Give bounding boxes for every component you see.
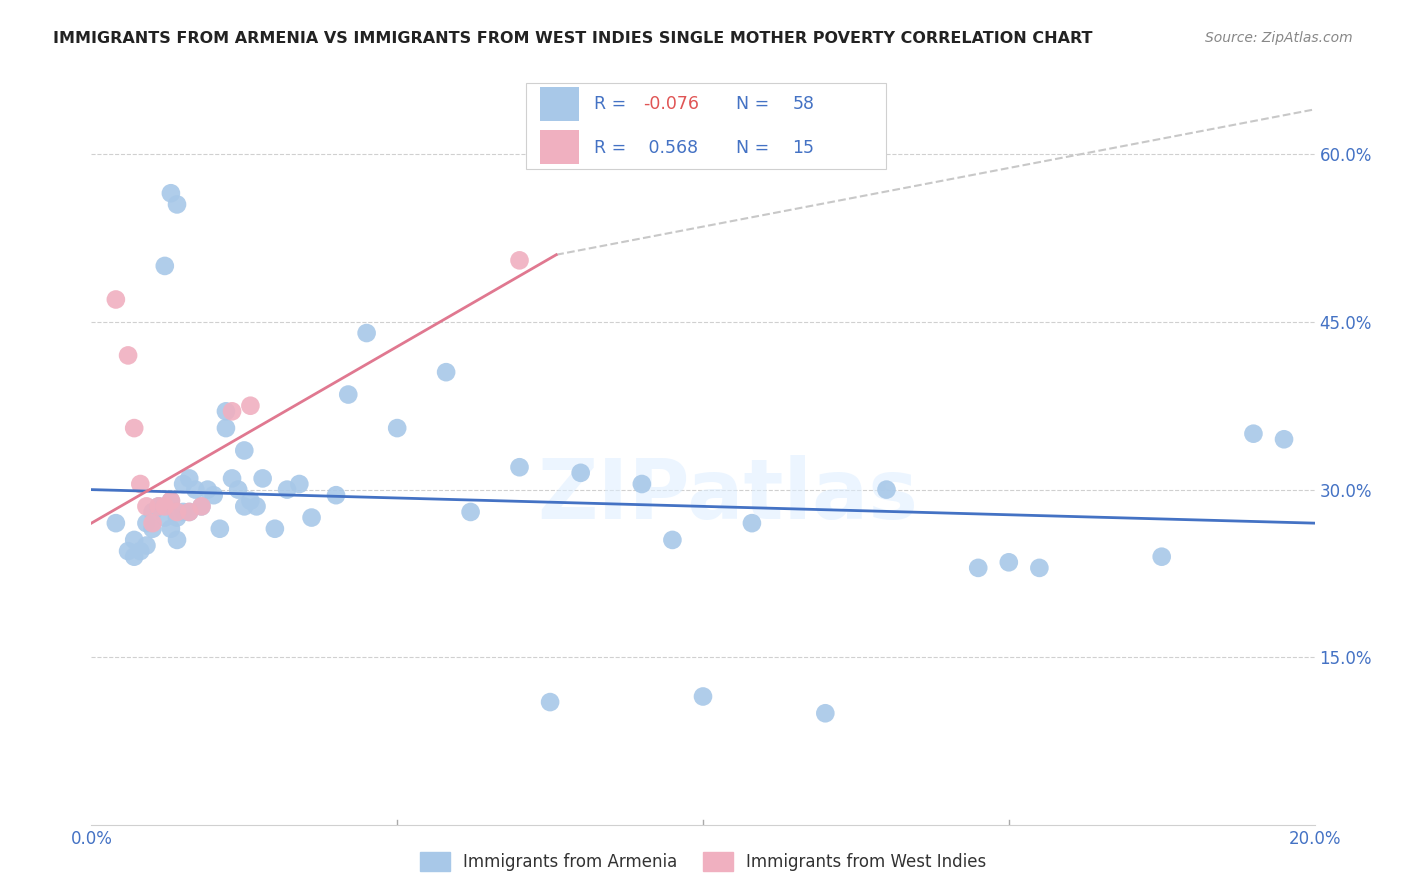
- Point: [264, 522, 287, 536]
- Text: R =: R =: [595, 138, 631, 156]
- Point: [179, 505, 201, 519]
- Point: [509, 460, 531, 475]
- Point: [221, 404, 243, 418]
- Point: [692, 690, 714, 704]
- Point: [179, 505, 201, 519]
- Text: 58: 58: [793, 95, 814, 113]
- Legend: Immigrants from Armenia, Immigrants from West Indies: Immigrants from Armenia, Immigrants from…: [412, 843, 994, 880]
- Point: [160, 493, 183, 508]
- Point: [160, 186, 183, 201]
- Point: [1150, 549, 1173, 564]
- Point: [325, 488, 347, 502]
- Point: [190, 500, 212, 514]
- Point: [661, 533, 683, 547]
- Text: R =: R =: [595, 95, 631, 113]
- Point: [122, 549, 145, 564]
- Point: [160, 493, 183, 508]
- Point: [208, 522, 231, 536]
- Point: [215, 404, 238, 418]
- Point: [215, 421, 238, 435]
- Point: [1272, 432, 1295, 446]
- Point: [814, 706, 837, 721]
- Point: [141, 522, 163, 536]
- Text: Source: ZipAtlas.com: Source: ZipAtlas.com: [1205, 31, 1353, 45]
- Point: [153, 510, 176, 524]
- Point: [153, 500, 176, 514]
- Point: [356, 326, 378, 340]
- Point: [385, 421, 409, 435]
- Point: [117, 544, 139, 558]
- Text: 0.568: 0.568: [643, 138, 699, 156]
- Point: [141, 505, 163, 519]
- Point: [166, 197, 188, 211]
- Point: [221, 471, 243, 485]
- Point: [122, 533, 145, 547]
- Point: [104, 516, 127, 530]
- Point: [301, 510, 323, 524]
- Point: [741, 516, 763, 530]
- Point: [226, 483, 249, 497]
- Point: [252, 471, 274, 485]
- Point: [967, 561, 990, 575]
- Text: 15: 15: [793, 138, 814, 156]
- Point: [197, 483, 219, 497]
- Point: [135, 500, 157, 514]
- Point: [288, 477, 311, 491]
- Text: -0.076: -0.076: [643, 95, 699, 113]
- Point: [160, 522, 183, 536]
- Point: [166, 533, 188, 547]
- Point: [460, 505, 482, 519]
- Point: [135, 539, 157, 553]
- Point: [172, 477, 194, 491]
- Point: [998, 555, 1021, 569]
- Point: [166, 505, 188, 519]
- Point: [179, 471, 201, 485]
- Point: [233, 443, 256, 458]
- Point: [129, 544, 152, 558]
- Point: [104, 293, 127, 307]
- Point: [129, 477, 152, 491]
- Point: [875, 483, 898, 497]
- Point: [148, 500, 170, 514]
- Point: [434, 365, 457, 379]
- Text: N =: N =: [725, 95, 775, 113]
- Point: [172, 505, 194, 519]
- Point: [122, 421, 145, 435]
- Point: [148, 500, 170, 514]
- Point: [202, 488, 225, 502]
- Point: [135, 516, 157, 530]
- Point: [141, 516, 163, 530]
- Point: [190, 500, 212, 514]
- Point: [233, 500, 256, 514]
- Text: IMMIGRANTS FROM ARMENIA VS IMMIGRANTS FROM WEST INDIES SINGLE MOTHER POVERTY COR: IMMIGRANTS FROM ARMENIA VS IMMIGRANTS FR…: [53, 31, 1092, 46]
- Text: ZIPatlas: ZIPatlas: [537, 455, 918, 536]
- Point: [184, 483, 207, 497]
- Point: [166, 510, 188, 524]
- Point: [153, 259, 176, 273]
- Point: [538, 695, 561, 709]
- Point: [276, 483, 298, 497]
- FancyBboxPatch shape: [526, 83, 886, 169]
- FancyBboxPatch shape: [540, 130, 579, 164]
- Point: [117, 348, 139, 362]
- Point: [569, 466, 592, 480]
- Point: [1028, 561, 1050, 575]
- Point: [245, 500, 267, 514]
- Point: [631, 477, 654, 491]
- Point: [337, 387, 360, 401]
- Point: [239, 493, 262, 508]
- Point: [239, 399, 262, 413]
- FancyBboxPatch shape: [540, 87, 579, 121]
- Point: [509, 253, 531, 268]
- Point: [1243, 426, 1265, 441]
- Text: N =: N =: [725, 138, 775, 156]
